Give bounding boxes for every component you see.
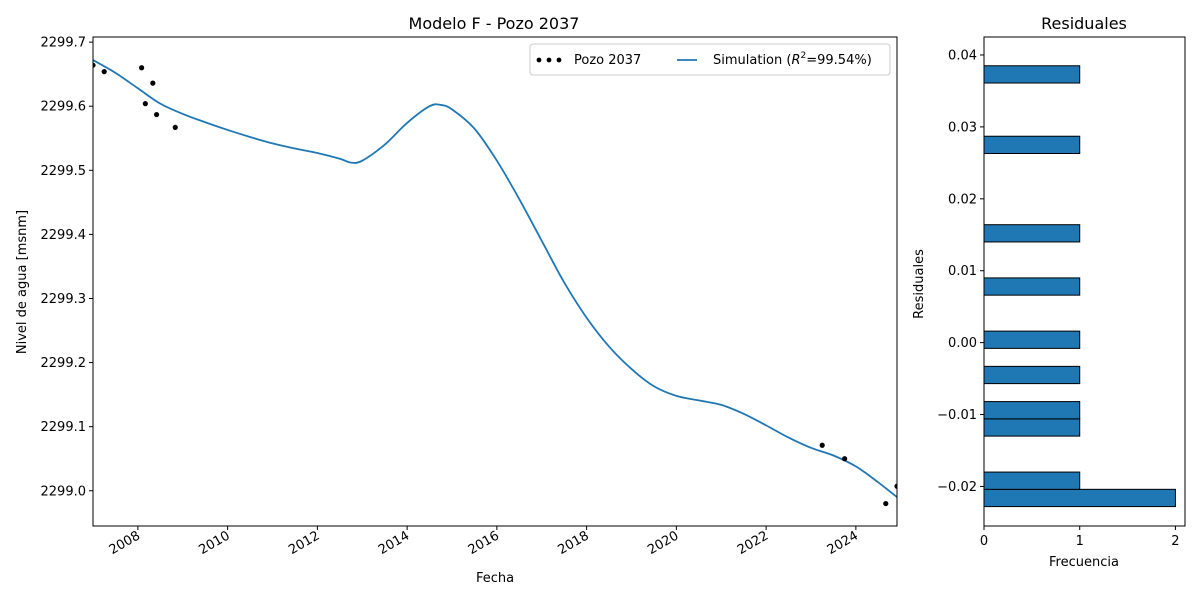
legend-marker-dot bbox=[536, 57, 542, 63]
histogram-bar bbox=[983, 471, 1081, 490]
residual-tick-label: 0.03 bbox=[948, 120, 977, 135]
x-tick-label: 2020 bbox=[645, 528, 681, 558]
observed-point bbox=[142, 101, 148, 107]
observed-point bbox=[894, 483, 897, 489]
histogram-bar bbox=[983, 277, 1081, 296]
legend-sim-prefix: Simulation ( bbox=[713, 53, 791, 68]
legend-marker-dot bbox=[546, 57, 552, 63]
left-chart-marks bbox=[93, 59, 897, 507]
left-y-ticks: 2299.0 2299.1 2299.2 2299.3 2299.4 2299.5 2299… bbox=[41, 36, 93, 499]
legend-marker-dot bbox=[556, 57, 562, 63]
frequency-tick-label: 0 bbox=[980, 534, 988, 549]
x-tick-label: 2016 bbox=[466, 528, 502, 558]
legend-sim-r: R bbox=[791, 53, 800, 68]
right-y-ticks: −0.02 −0.01 0.00 0.01 0.02 0.03 0.04 bbox=[937, 48, 984, 495]
right-x-ticks: 0 1 2 bbox=[980, 526, 1180, 549]
residual-tick-label: −0.01 bbox=[937, 408, 977, 423]
residuals-histogram: Residuales −0.02 −0.01 0.00 0.01 0.02 0.03 0.0… bbox=[912, 14, 1186, 570]
histogram-bar bbox=[983, 65, 1081, 84]
left-plot-frame bbox=[92, 36, 898, 527]
y-tick-label: 2299.4 bbox=[41, 228, 87, 243]
time-series-chart: Modelo F - Pozo 2037 2299.02299.12299.22… bbox=[15, 14, 898, 586]
x-tick-label: 2014 bbox=[376, 528, 412, 558]
x-tick-label: 2022 bbox=[735, 528, 771, 558]
residual-tick-label: 0.01 bbox=[948, 264, 977, 279]
legend-box bbox=[529, 43, 891, 76]
histogram-bar bbox=[983, 330, 1081, 349]
histogram-bar bbox=[983, 135, 1081, 154]
observed-point bbox=[101, 69, 107, 75]
frequency-tick-label: 2 bbox=[1171, 534, 1179, 549]
y-tick-label: 2299.2 bbox=[41, 356, 87, 371]
observed-point bbox=[883, 500, 889, 507]
histogram-bar bbox=[983, 224, 1081, 243]
left-plot-area bbox=[93, 59, 897, 507]
legend-sim-sup: 2 bbox=[801, 51, 807, 61]
residual-tick-label: 0.04 bbox=[948, 48, 977, 63]
x-tick-label: 2018 bbox=[555, 528, 591, 558]
left-y-axis-label: Nivel de agua [msnm] bbox=[15, 210, 30, 354]
left-x-ticks: 2008 2010 2012 2014 2016 2018 2020 2022 2024 bbox=[107, 526, 861, 558]
observed-point bbox=[819, 442, 825, 448]
x-tick-label: 2012 bbox=[286, 528, 322, 558]
histogram-bar bbox=[983, 488, 1176, 508]
legend-label-simulation: Simulation (R2=99.54%) bbox=[713, 51, 872, 68]
y-tick-label: 2299.0 bbox=[41, 484, 87, 499]
observed-point bbox=[172, 124, 178, 130]
observed-point bbox=[150, 80, 156, 86]
residual-tick-label: −0.02 bbox=[937, 480, 977, 495]
legend-sim-suffix: =99.54%) bbox=[806, 53, 872, 68]
x-tick-label: 2010 bbox=[196, 528, 232, 558]
frequency-tick-label: 1 bbox=[1076, 534, 1084, 549]
right-y-axis-label: Residuales bbox=[912, 249, 927, 319]
y-tick-label: 2299.1 bbox=[41, 420, 87, 435]
histogram-bar bbox=[983, 365, 1081, 385]
y-tick-label: 2299.5 bbox=[41, 164, 87, 179]
observed-point bbox=[93, 62, 96, 68]
y-tick-label: 2299.7 bbox=[41, 36, 87, 51]
residual-tick-label: 0.02 bbox=[948, 192, 977, 207]
residual-tick-label: 0.00 bbox=[948, 336, 977, 351]
legend: Pozo 2037 Simulation (R2=99.54%) bbox=[529, 43, 891, 76]
histogram-bar bbox=[983, 418, 1081, 437]
left-x-axis-label: Fecha bbox=[476, 571, 514, 586]
observed-point bbox=[842, 456, 848, 462]
y-tick-label: 2299.3 bbox=[41, 292, 87, 307]
legend-label-observed: Pozo 2037 bbox=[574, 53, 641, 68]
right-chart-title: Residuales bbox=[1041, 14, 1127, 33]
left-chart-title: Modelo F - Pozo 2037 bbox=[409, 14, 580, 33]
y-tick-label: 2299.6 bbox=[41, 100, 87, 115]
observed-point bbox=[153, 111, 160, 118]
right-chart-marks bbox=[983, 65, 1176, 508]
simulation-line bbox=[93, 59, 897, 498]
right-x-axis-label: Frecuencia bbox=[1049, 555, 1119, 570]
observed-point bbox=[139, 65, 145, 71]
histogram-bar bbox=[983, 401, 1081, 420]
x-tick-label: 2024 bbox=[825, 528, 861, 558]
right-plot-frame bbox=[983, 36, 1186, 527]
x-tick-label: 2008 bbox=[107, 528, 143, 558]
